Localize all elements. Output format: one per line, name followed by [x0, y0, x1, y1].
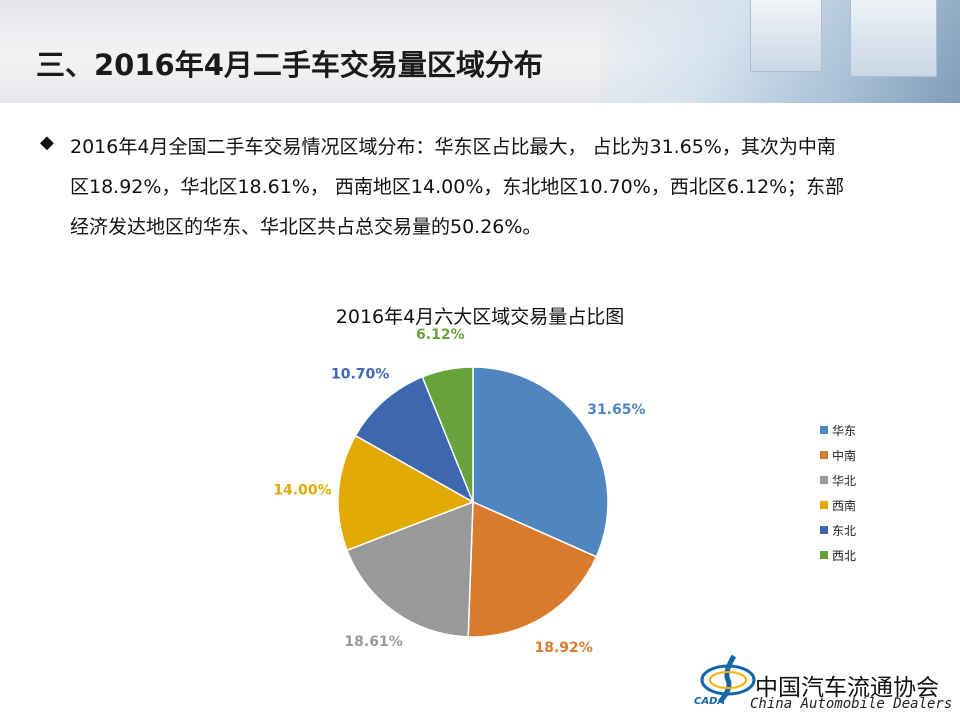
legend-swatch: [820, 426, 828, 434]
header-banner: 三、2016年4月二手车交易量区域分布: [0, 0, 960, 103]
logo-abbr: CADA: [694, 696, 726, 707]
data-label-2: 18.92%: [534, 640, 592, 656]
pie-slice-3: [345, 500, 474, 638]
summary-line-1: 2016年4月全国二手车交易情况区域分布：华东区占比最大， 占比为31.65%，…: [70, 136, 836, 158]
legend-label: 华东: [832, 424, 857, 438]
cada-emblem-icon: [700, 654, 756, 704]
legend-swatch: [820, 551, 828, 559]
legend-label: 华北: [832, 474, 857, 488]
logo-english: China Automobile Dealers: [750, 696, 953, 712]
page-title: 三、2016年4月二手车交易量区域分布: [36, 48, 543, 82]
pie-slice-6: [421, 366, 474, 503]
legend-label: 中南: [832, 449, 857, 463]
legend-label: 东北: [832, 524, 857, 538]
legend-label: 西北: [832, 549, 857, 563]
data-label-3: 18.61%: [344, 634, 402, 650]
pie-slice-5: [354, 375, 475, 504]
summary-line-2: 区18.92%，华北区18.61%， 西南地区14.00%，东北地区10.70%…: [70, 176, 845, 198]
pie-slice-1: [472, 366, 609, 558]
legend-label: 西南: [832, 499, 857, 513]
data-label-6: 6.12%: [416, 327, 465, 343]
chart-title: 2016年4月六大区域交易量占比图: [335, 306, 625, 328]
legend-swatch: [820, 526, 828, 534]
legend-swatch: [820, 501, 828, 509]
cada-logo: CADA 中国汽车流通协会 China Automobile Dealers: [690, 648, 955, 716]
legend-swatch: [820, 476, 828, 484]
diamond-bullet-icon: ◆: [40, 132, 54, 153]
header-decoration: [600, 0, 960, 103]
logo-name: 中国汽车流通协会: [755, 675, 939, 701]
pie-slice-2: [467, 500, 598, 638]
legend-swatch: [820, 451, 828, 459]
data-label-1: 31.65%: [587, 402, 645, 418]
pie-slice-4: [337, 434, 475, 552]
summary-line-3: 经济发达地区的华东、华北区共占总交易量的50.26%。: [70, 216, 542, 238]
data-label-5: 10.70%: [331, 367, 389, 383]
data-label-4: 14.00%: [273, 482, 331, 498]
